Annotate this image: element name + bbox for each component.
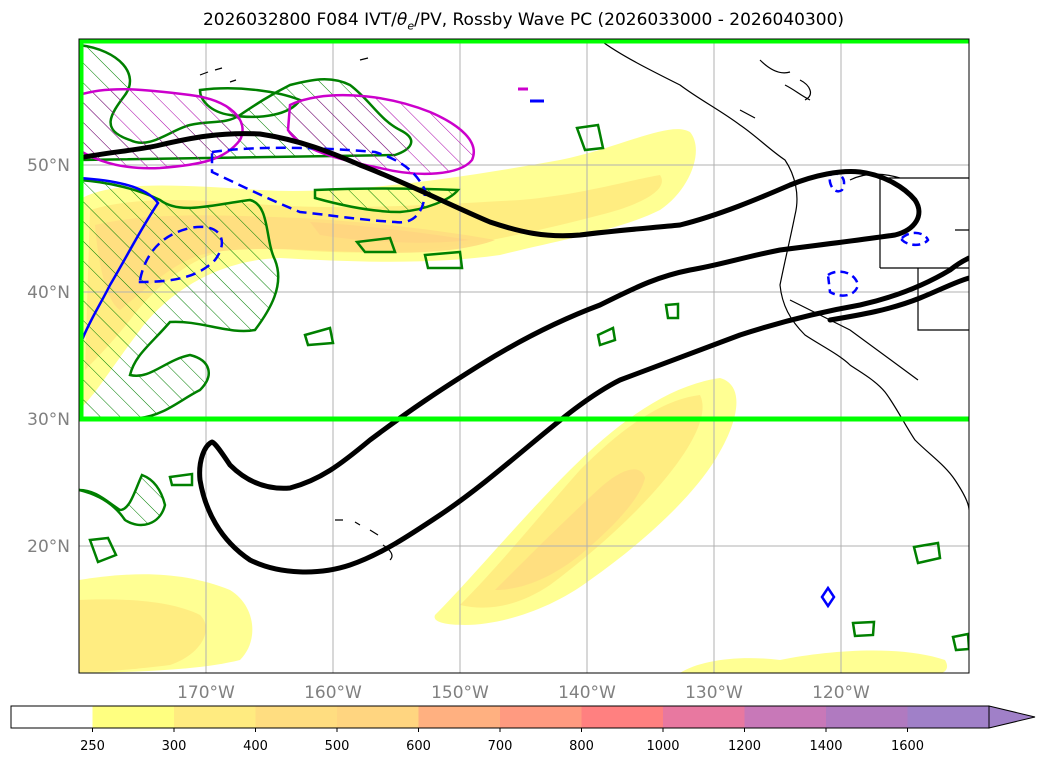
lat-label-20: 20°N <box>27 537 70 557</box>
colorbar-label: 1200 <box>728 739 761 754</box>
colorbar-segment <box>744 706 827 728</box>
colorbar-label: 700 <box>488 739 513 754</box>
colorbar-label: 400 <box>243 739 268 754</box>
colorbar-label: 1000 <box>646 739 679 754</box>
colorbar-segment <box>174 706 256 728</box>
lon-label-130w: 130°W <box>685 683 743 703</box>
lon-label-170w: 170°W <box>177 683 235 703</box>
ivt-400-south <box>495 469 645 590</box>
state-borders <box>789 173 969 381</box>
highlight-box <box>78 38 969 422</box>
title-theta: θ <box>396 10 408 30</box>
colorbar-extend-arrow <box>988 705 1036 729</box>
colorbar-segment <box>581 706 664 728</box>
coastline-north-america <box>599 39 969 511</box>
colorbar-segment <box>92 706 175 728</box>
colorbar-segment <box>663 706 745 728</box>
ivt-300-sw <box>79 599 206 672</box>
colorbar-label: 800 <box>569 739 594 754</box>
lat-label-50: 50°N <box>27 156 70 176</box>
plot-border <box>78 38 970 674</box>
pv-region-west <box>79 178 280 420</box>
colorbar-label: 500 <box>325 739 350 754</box>
colorbar-segment <box>907 706 990 728</box>
aleutian-islands <box>199 57 369 83</box>
lon-label-140w: 140°W <box>558 683 616 703</box>
colorbar-label: 1400 <box>809 739 842 754</box>
thetae-solid <box>79 176 160 341</box>
colorbar-segment <box>500 706 582 728</box>
colorbar-label: 250 <box>80 739 105 754</box>
colorbar: 250 300 400 500 600 700 800 1000 1200 1400 1600 <box>10 705 1036 754</box>
ivt-300-south <box>460 395 703 608</box>
thetae-dashed-3 <box>828 172 846 193</box>
colorbar-segment <box>255 706 338 728</box>
coastline-islands <box>739 59 812 119</box>
hawaii-islands <box>335 519 393 561</box>
magenta-region-west <box>79 88 244 170</box>
lon-label-120w: 120°W <box>812 683 870 703</box>
thetae-dashed-1 <box>138 225 224 284</box>
rossby-contour-main <box>79 131 969 575</box>
map-title: 2026032800 F084 IVT/θe/PV, Rossby Wave P… <box>0 10 1047 32</box>
colorbar-label: 300 <box>162 739 187 754</box>
thetae-dashed-2 <box>210 146 427 224</box>
colorbar-segment <box>337 706 419 728</box>
rossby-wave-contours <box>79 131 969 575</box>
thetae-contours <box>79 99 930 609</box>
colorbar-segment <box>826 706 908 728</box>
colorbar-segment <box>11 706 93 728</box>
ivt-250-se <box>680 650 948 673</box>
colorbar-label: 1600 <box>891 739 924 754</box>
title-theta-sub: e <box>407 19 415 33</box>
thetae-small <box>820 585 836 609</box>
coastlines <box>199 39 969 561</box>
pv-region-sw <box>79 473 167 527</box>
lon-label-160w: 160°W <box>304 683 362 703</box>
title-suffix: /PV, Rossby Wave PC (2026033000 - 202604… <box>414 10 845 30</box>
lon-labels: 170°W 160°W 150°W 140°W 130°W 120°W <box>177 683 870 703</box>
rossby-contour-tail <box>827 275 969 323</box>
lat-label-40: 40°N <box>27 283 70 303</box>
colorbar-segment <box>418 706 501 728</box>
lat-labels: 50°N 40°N 30°N 20°N <box>27 156 70 557</box>
lon-label-150w: 150°W <box>431 683 489 703</box>
ivt-500-north <box>310 222 470 243</box>
colorbar-label: 600 <box>406 739 431 754</box>
title-prefix: 2026032800 F084 IVT/ <box>202 10 397 30</box>
lat-label-30: 30°N <box>27 410 70 430</box>
thetae-dashed-5 <box>900 231 930 247</box>
